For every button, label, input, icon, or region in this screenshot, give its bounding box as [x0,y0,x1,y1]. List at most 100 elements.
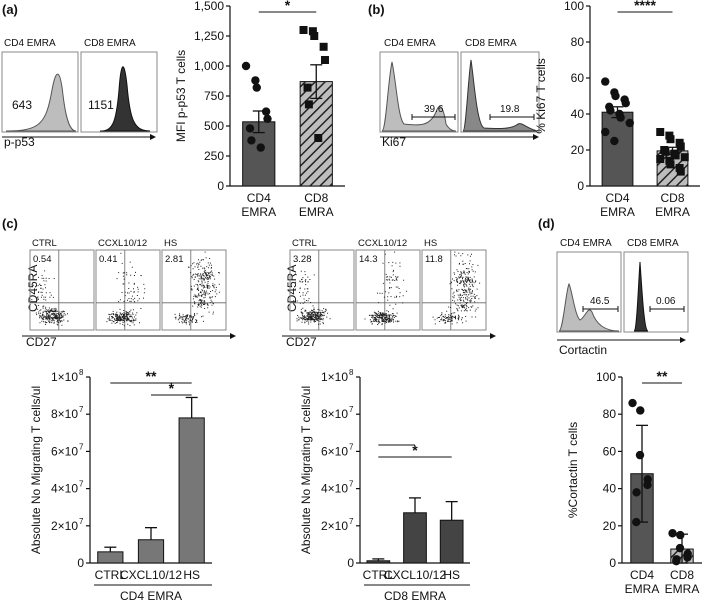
c-cd8-bar-y-tick-label: 2×10 [321,519,348,533]
d-bar-point [675,543,685,553]
d-bar-y-tick-label: 60 [603,444,617,458]
d-bar-point [672,556,681,566]
dp-cd4-events [174,251,220,326]
b-bar-y-label: % Ki67 T cells [534,58,548,134]
histogram-a-left-frame [1,51,79,133]
a-bar-point [247,136,256,145]
d-bar-point [676,530,685,540]
a-bar-y-label: MFI p-p53 T cells [174,50,188,142]
dp-cd4-events [106,252,146,327]
c-cd4-bar-significance-label: * [169,380,175,396]
c-cd4-bar-significance-label: ** [146,368,157,384]
dotplot-cd4: CD45RA CD27 CTRL 0.54 CCXL10/12 0.41 HS 2.81 [22,238,236,349]
histogram-d-right-frame [623,251,689,333]
histogram-d-left-frame [556,251,622,333]
a-bar-point [252,83,261,92]
a-bar-point [256,143,265,152]
dp-cd8-frame-ccxl1012 [355,249,421,331]
dotplot-cd8-ylabel: CD45RA [285,265,299,312]
a-bar-point [299,26,308,34]
d-bar-x-tick-label: EMRA [665,582,700,596]
dp-cd8-events [293,270,331,325]
c-cd8-bar-group-label: CD8 EMRA [384,589,446,603]
b-bar-point [621,99,630,108]
d-bar-x-tick-label: CD8 [670,568,694,582]
c-cd4-bar-y-tick-exponent: 8 [79,368,84,377]
c-cd8-bar-y-tick-exponent: 7 [349,442,354,451]
a-bar-x-tick-label: EMRA [241,205,276,219]
b-bar-y-tick-label: 40 [571,107,585,121]
d-bar-y-tick-label: 80 [603,407,617,421]
c-cd4-bar-y-tick-label: 1×10 [51,370,78,384]
dp-cd4-value: 2.81 [165,254,184,265]
c-cd8-bar-y-tick-label: 0 [347,556,354,570]
c-cd8-bar-bar [403,512,427,564]
c-cd4-bar-x-tick-label: CXCL10/12 [120,568,182,582]
histogram-d-right-title: CD8 EMRA [627,238,679,249]
b-bar-significance-label: **** [634,0,656,13]
d-bar-y-tick-label: 0 [609,556,616,570]
b-bar-x-tick-label: EMRA [600,205,635,219]
c-cd4-bar-y-tick-exponent: 7 [79,517,84,526]
d-bar-y-tick-label: 20 [603,519,617,533]
b-bar-point [680,153,689,162]
d-bar-point [636,406,645,415]
histogram-a-axis-label: p-p53 [4,135,35,149]
dotplot-cd8: CD45RA CD27 CTRL 3.28 CCXL10/12 14.3 HS 11.8 [282,238,496,349]
d-bar-x-tick-label: EMRA [625,582,660,596]
histogram-b-left-value: 39.6 [424,104,444,115]
a-bar-point [304,100,313,109]
c-cd4-bar-bar [97,551,124,564]
a-bar-point [245,124,255,133]
dp-cd8-value: 14.3 [359,254,378,265]
c-cd8-bar-y-tick-exponent: 8 [349,368,354,377]
histogram-a-right-title: CD8 EMRA [84,38,136,49]
a-bar-y-tick-label: 250 [204,149,224,163]
histogram-b-left-title: CD4 EMRA [384,38,436,49]
dp-cd8-title: HS [424,238,437,249]
b-bar-x-tick-label: CD8 [660,191,684,205]
c-cd8-bar-y-tick-exponent: 7 [349,480,354,489]
c-cd8-bar-y-tick-exponent: 7 [349,517,354,526]
histogram-a-right-frame [80,51,158,133]
a-bar-y-tick-label: 1,500 [194,0,224,13]
c-cd8-bar-y-tick-exponent: 7 [349,405,354,414]
histogram-a-right-value: 1151 [88,98,114,112]
dp-cd4-title: CCXL10/12 [98,238,147,249]
b-bar-point [661,147,670,156]
b-bar-point [666,160,675,169]
dp-cd4-frame-ccxl1012 [95,249,161,331]
b-bar-point [666,135,675,144]
c-cd4-bar-x-tick-label: HS [183,568,200,582]
dp-cd4-value: 0.54 [33,254,52,265]
c-cd4-bar-bar [178,417,205,564]
a-bar-y-tick-label: 0 [217,179,224,193]
dp-cd4-frame-ctrl [29,249,95,331]
a-bar-point [251,76,260,85]
c-cd4-bar-y-tick-exponent: 7 [79,405,84,414]
b-bar-point [656,155,665,163]
c-cd4-bar-y-tick-label: 4×10 [51,482,78,496]
panel-label-c: (c) [2,216,18,231]
a-bar-point [241,61,251,71]
c-cd4-bar-y-tick-exponent: 7 [79,442,84,451]
histogram-d-left-title: CD4 EMRA [560,238,612,249]
histogram-b-axis-label: Ki67 [382,135,406,149]
histogram-b-right-value: 19.8 [500,104,520,115]
histogram-a-left-value: 643 [12,98,32,112]
b-bar-point [676,167,685,176]
histogram-a-left-title: CD4 EMRA [4,38,56,49]
c-cd8-bar-x-tick-label: CXCL10/12 [384,568,446,582]
panel-label-a: (a) [2,2,18,17]
c-cd4-bar-group-label: CD4 EMRA [120,589,182,603]
d-bar-point [635,450,645,460]
b-bar-point [606,106,615,115]
c-cd4-bar-y-tick-label: 8×10 [51,407,78,421]
histogram-b-arrow [533,134,539,140]
d-bar-point [628,398,637,408]
d-bar-significance-label: ** [657,368,668,384]
panel-label-b: (b) [368,2,385,17]
d-bar-x-tick-label: CD4 [630,568,654,582]
